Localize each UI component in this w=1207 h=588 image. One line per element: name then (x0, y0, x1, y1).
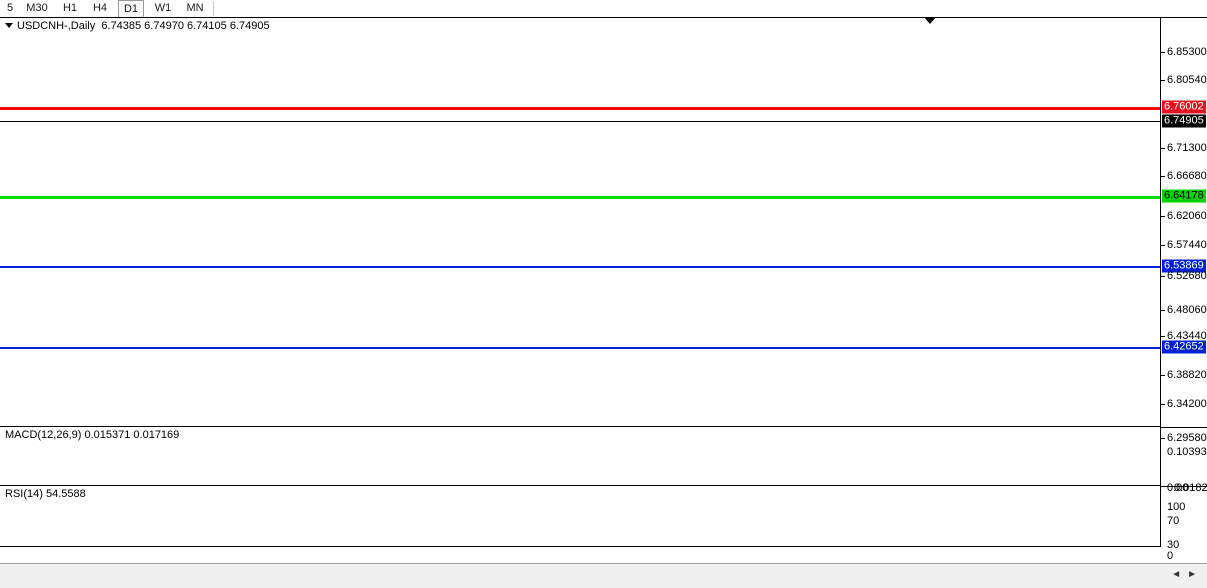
timeframe-button-m30[interactable]: M30 (26, 2, 48, 14)
macd-label: MACD(12,26,9) 0.015371 0.017169 (5, 429, 180, 441)
level-line-level-1[interactable] (0, 266, 1160, 268)
axis-tick (1161, 310, 1165, 311)
price-axis-label: 6.48060 (1167, 304, 1207, 316)
axis-tick (1161, 336, 1165, 337)
level-line-level-2[interactable] (0, 347, 1160, 349)
timeframe-button-w1[interactable]: W1 (154, 2, 172, 14)
timeframe-button-h4[interactable]: H4 (92, 2, 108, 14)
timeframe-button-mn[interactable]: MN (186, 2, 204, 14)
chart-header: USDCNH-,Daily 6.74385 6.74970 6.74105 6.… (5, 20, 270, 32)
axis-tick (1161, 148, 1165, 149)
symbol-label: USDCNH-,Daily (17, 20, 96, 32)
rsi-axis-label: 70 (1167, 515, 1180, 527)
macd-axis-label: 0.018297 (1174, 482, 1207, 494)
timeframe-button-h1[interactable]: H1 (62, 2, 78, 14)
price-axis-label: 6.85300 (1167, 46, 1207, 58)
level-line-resistance[interactable] (0, 107, 1160, 110)
macd-pane[interactable]: MACD(12,26,9) 0.015371 0.017169 (0, 427, 1160, 486)
axis-tick (1161, 80, 1165, 81)
price-axis-label: 6.34200 (1167, 398, 1207, 410)
rsi-label: RSI(14) 54.5588 (5, 488, 86, 500)
macd-axis-label: 0.00 (1167, 482, 1189, 494)
axis-tick (1161, 176, 1165, 177)
timeframe-toolbar: 5 M30 H1 H4 D1 W1 MN (0, 0, 1207, 17)
price-axis-label: 6.66680 (1167, 170, 1207, 182)
price-pane[interactable]: USDCNH-,Daily 6.74385 6.74970 6.74105 6.… (0, 18, 1160, 427)
axis-tick (1161, 276, 1165, 277)
price-axis-label: 6.80540 (1167, 74, 1207, 86)
chart-frame: 6.85300 6.80540 6.76002 6.74905 6.71300 6.666… (0, 17, 1207, 564)
rsi-axis-label: 0 (1167, 550, 1174, 562)
rsi-axis-label: 100 (1167, 501, 1186, 513)
tab-scroll-arrows[interactable]: ◄► (1171, 569, 1203, 580)
axis-tick (1161, 245, 1165, 246)
chart-top-marker (924, 18, 936, 24)
axis-tick (1161, 404, 1165, 405)
axis-pane-divider (1161, 427, 1207, 428)
price-axis-label: 6.57440 (1167, 239, 1207, 251)
chart-tab-bar: ◄► (0, 563, 1207, 588)
price-axis-label: 6.29580 (1167, 432, 1207, 444)
price-badge-6-42652: 6.42652 (1162, 340, 1206, 354)
price-badge-6-76002: 6.76002 (1162, 100, 1206, 114)
axis-tick (1161, 52, 1165, 53)
level-line-current-price[interactable] (0, 121, 1160, 122)
price-axis-label: 6.38820 (1167, 369, 1207, 381)
level-line-support[interactable] (0, 196, 1160, 199)
timeframe-button-d1[interactable]: D1 (118, 0, 144, 17)
scroll-right-icon[interactable]: ► (1187, 569, 1203, 580)
timeframe-button-5[interactable]: 5 (6, 2, 14, 14)
price-badge-6-64178: 6.64178 (1162, 189, 1206, 203)
rsi-axis-label: 30 (1167, 539, 1180, 551)
price-badge-6-53869: 6.53869 (1162, 259, 1206, 273)
price-axis-label: 6.62060 (1167, 210, 1207, 222)
price-axis-label: 6.43440 (1167, 330, 1207, 342)
axis-tick (1161, 216, 1165, 217)
price-axis[interactable]: 6.85300 6.80540 6.76002 6.74905 6.71300 6.666… (1160, 18, 1207, 562)
axis-tick (1161, 438, 1165, 439)
toolbar-separator (213, 1, 214, 16)
price-badge-6-74905: 6.74905 (1162, 114, 1206, 128)
date-axis[interactable] (0, 547, 1160, 564)
ohlc-values: 6.74385 6.74970 6.74105 6.74905 (101, 20, 270, 32)
macd-axis-label: 0.103934 (1167, 446, 1207, 458)
axis-pane-divider (1161, 486, 1207, 487)
axis-tick (1161, 375, 1165, 376)
price-axis-label: 6.52680 (1167, 270, 1207, 282)
scroll-left-icon[interactable]: ◄ (1171, 569, 1188, 580)
chevron-down-icon[interactable] (5, 23, 13, 28)
price-axis-label: 6.71300 (1167, 142, 1207, 154)
rsi-pane[interactable]: RSI(14) 54.5588 (0, 486, 1160, 547)
